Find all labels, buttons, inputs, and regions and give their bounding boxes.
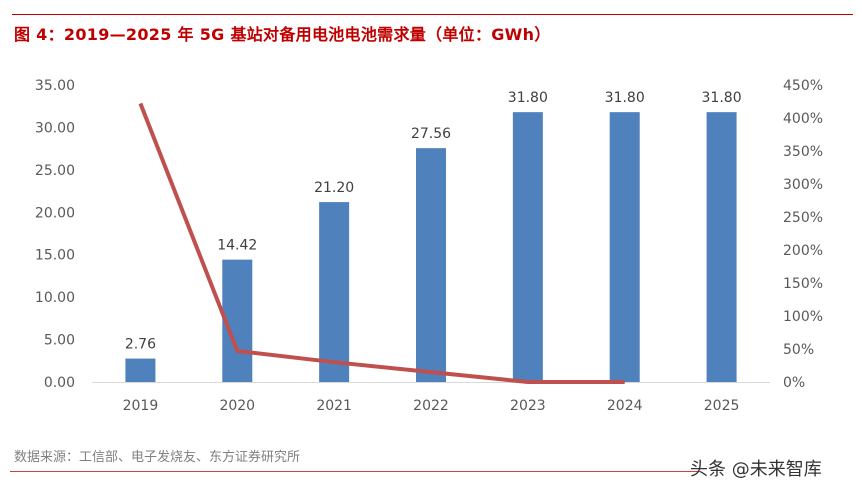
y-left-tick-label: 0.00 [44,375,75,391]
bar [319,202,350,382]
y-right-tick-label: 350% [783,144,823,160]
bar-data-label: 27.56 [411,126,451,142]
x-tick-label: 2020 [219,398,255,414]
y-right-tick-label: 450% [783,78,823,94]
bar [416,148,446,382]
watermark: 头条 @未来智库 [690,459,822,480]
x-tick-label: 2022 [413,398,449,414]
bar [512,112,543,382]
y-right-tick-label: 250% [783,210,823,226]
y-left-tick-label: 10.00 [35,290,75,306]
bar-data-label: 14.42 [217,238,257,254]
chart-title: 图 4：2019—2025 年 5G 基站对备用电池电池需求量（单位：GWh） [14,25,551,44]
bar-data-label: 21.20 [314,180,354,196]
y-left-tick-label: 35.00 [35,78,75,94]
y-right-tick-label: 100% [783,309,823,325]
x-tick-label: 2024 [607,398,643,414]
bar [706,112,737,382]
y-left-tick-label: 5.00 [44,333,75,349]
source-note: 数据来源：工信部、电子发烧友、东方证券研究所 [14,450,301,465]
y-right-tick-label: 50% [783,342,814,358]
bar [125,358,156,382]
x-tick-label: 2023 [510,398,546,414]
y-right-tick-label: 0% [783,375,805,391]
y-left-tick-label: 30.00 [35,120,75,136]
y-right-tick-label: 150% [783,276,823,292]
y-right-tick-label: 200% [783,243,823,259]
bar [609,112,640,382]
y-right-tick-label: 400% [783,111,823,127]
x-tick-label: 2019 [123,398,159,414]
bar-data-label: 2.76 [125,337,156,353]
y-right-tick-label: 300% [783,177,823,193]
x-tick-label: 2021 [316,398,352,414]
y-left-tick-label: 20.00 [35,205,75,221]
bar-data-label: 31.80 [508,90,548,106]
bottom-rule [10,471,700,472]
growth-line [138,102,625,384]
y-left-tick-label: 15.00 [35,248,75,264]
x-tick-label: 2025 [704,398,740,414]
y-left-tick-label: 25.00 [35,163,75,179]
bar-data-label: 31.80 [605,90,645,106]
bar-data-label: 31.80 [702,90,742,106]
top-rule [12,14,853,15]
